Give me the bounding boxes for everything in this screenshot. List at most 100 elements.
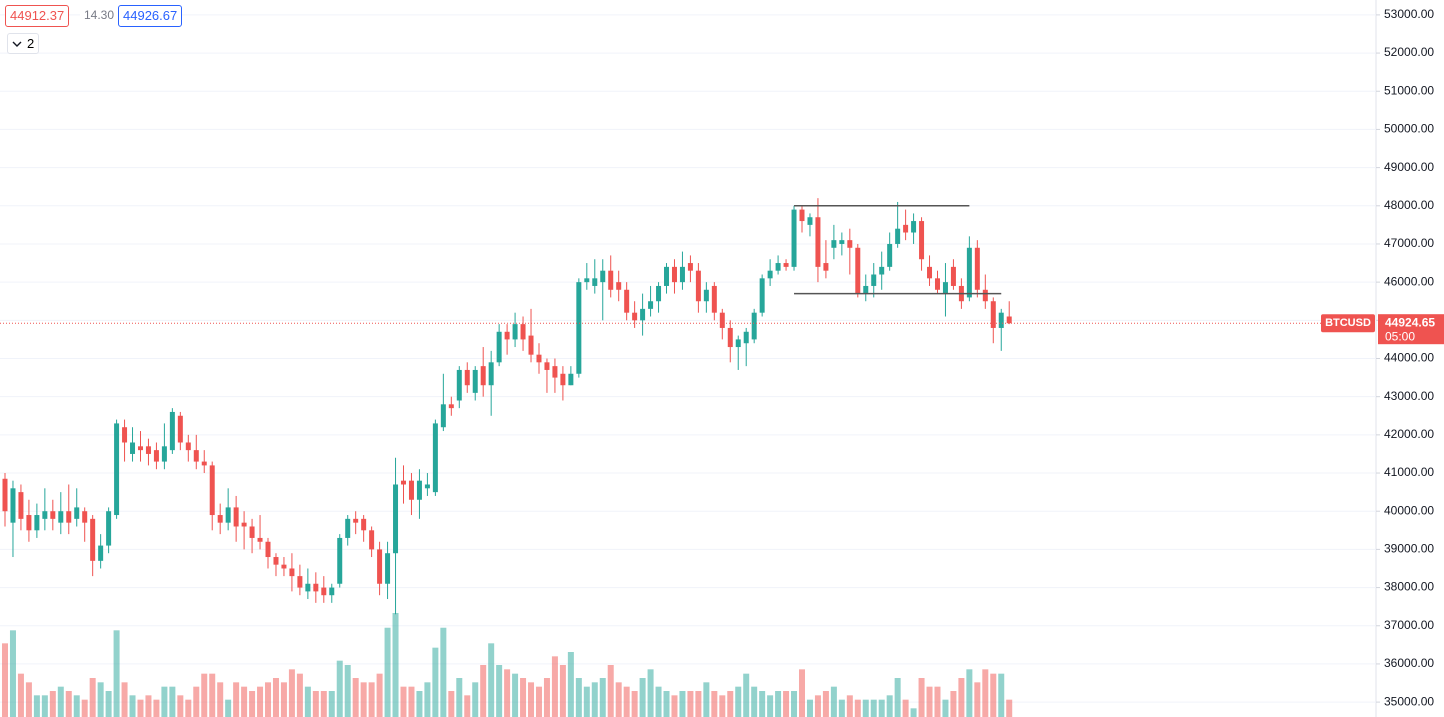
candle-body — [1006, 316, 1012, 324]
volume-bar — [360, 682, 367, 717]
bid-price: 44912.37 — [5, 5, 70, 27]
y-tick-label: 46000.00 — [1384, 274, 1434, 288]
candle-body — [257, 537, 263, 542]
volume-bar — [743, 673, 750, 717]
volume-bar — [161, 686, 168, 717]
symbol-tag — [1321, 314, 1375, 333]
volume-bar — [257, 686, 264, 717]
candle-body — [385, 553, 391, 584]
candle-body — [122, 427, 128, 443]
candle-body — [839, 240, 845, 244]
candle-body — [656, 285, 662, 302]
candle-body — [265, 541, 271, 558]
candle-body — [153, 450, 159, 462]
volume-bar — [440, 627, 447, 717]
candle-body — [887, 243, 893, 267]
volume-bar — [233, 682, 240, 717]
volume-bar — [894, 678, 901, 717]
volume-bar — [65, 691, 72, 717]
candle-body — [879, 266, 885, 275]
candle-body — [337, 537, 343, 584]
candle-body — [42, 511, 48, 519]
volume-bar — [320, 691, 327, 717]
candle-body — [584, 278, 590, 283]
y-tick-label: 40000.00 — [1384, 503, 1434, 517]
volume-bar — [336, 660, 343, 717]
y-tick-label: 41000.00 — [1384, 465, 1434, 479]
candle-body — [58, 511, 64, 523]
candle-body — [90, 518, 96, 561]
volume-bar — [926, 686, 933, 717]
indicator-toggle[interactable]: 2 — [7, 33, 39, 54]
volume-bar — [998, 673, 1005, 717]
candle-body — [66, 511, 72, 523]
volume-bar — [217, 682, 224, 717]
y-tick-label: 52000.00 — [1384, 45, 1434, 59]
volume-bar — [97, 682, 104, 717]
candle-body — [504, 331, 510, 340]
volume-bar — [910, 708, 917, 717]
volume-bar — [623, 686, 630, 717]
volume-bar — [695, 691, 702, 717]
candle-body — [536, 354, 542, 363]
volume-bar — [687, 691, 694, 717]
candle-body — [648, 301, 654, 309]
volume-bar — [312, 691, 319, 717]
volume-bar — [416, 691, 423, 717]
candle-body — [408, 480, 414, 500]
volume-bar — [631, 691, 638, 717]
candle-body — [927, 266, 933, 279]
candle-body — [982, 289, 988, 302]
volume-bar — [575, 678, 582, 717]
volume-bar — [830, 686, 837, 717]
candle-body — [687, 263, 693, 271]
volume-bar — [958, 678, 965, 717]
volume-bar — [559, 665, 566, 717]
volume-bar — [838, 699, 845, 717]
candle-body — [711, 285, 717, 313]
volume-bar — [2, 643, 8, 717]
candle-body — [823, 263, 829, 271]
volume-bar — [822, 691, 829, 717]
y-tick-label: 42000.00 — [1384, 427, 1434, 441]
volume-bar — [400, 686, 407, 717]
candle-body — [743, 331, 749, 344]
volume-bar — [145, 695, 152, 717]
indicator-count: 2 — [27, 36, 35, 51]
volume-bar — [990, 673, 997, 717]
candle-body — [145, 446, 151, 454]
candle-body — [393, 484, 399, 554]
candle-body — [464, 369, 470, 386]
volume-bar — [854, 699, 861, 717]
volume-bar — [814, 695, 821, 717]
volume-bar — [225, 699, 232, 717]
candle-body — [161, 446, 167, 462]
volume-bar — [496, 665, 503, 717]
volume-bar — [344, 665, 351, 717]
candle-body — [919, 221, 925, 260]
candle-body — [201, 461, 207, 466]
candle-body — [106, 511, 112, 546]
candle-body — [281, 564, 287, 569]
y-tick-label: 38000.00 — [1384, 580, 1434, 594]
volume-bar — [942, 699, 949, 717]
candle-body — [751, 312, 757, 340]
candle-body — [34, 515, 40, 531]
volume-bar — [806, 699, 813, 717]
volume-bar — [735, 686, 742, 717]
volume-bar — [791, 691, 798, 717]
volume-bar — [137, 699, 144, 717]
candle-body — [10, 488, 16, 523]
candle-body — [608, 270, 614, 290]
volume-bar — [655, 686, 662, 717]
candle-body — [799, 209, 805, 222]
volume-bar — [703, 682, 710, 717]
candle-body — [735, 339, 741, 348]
candle-body — [767, 270, 773, 279]
candle-body — [361, 518, 367, 531]
chevron-icon — [12, 41, 22, 47]
volume-bar — [201, 673, 208, 717]
candle-body — [273, 557, 279, 565]
candle-body — [345, 518, 351, 538]
volume-bar — [759, 691, 766, 717]
